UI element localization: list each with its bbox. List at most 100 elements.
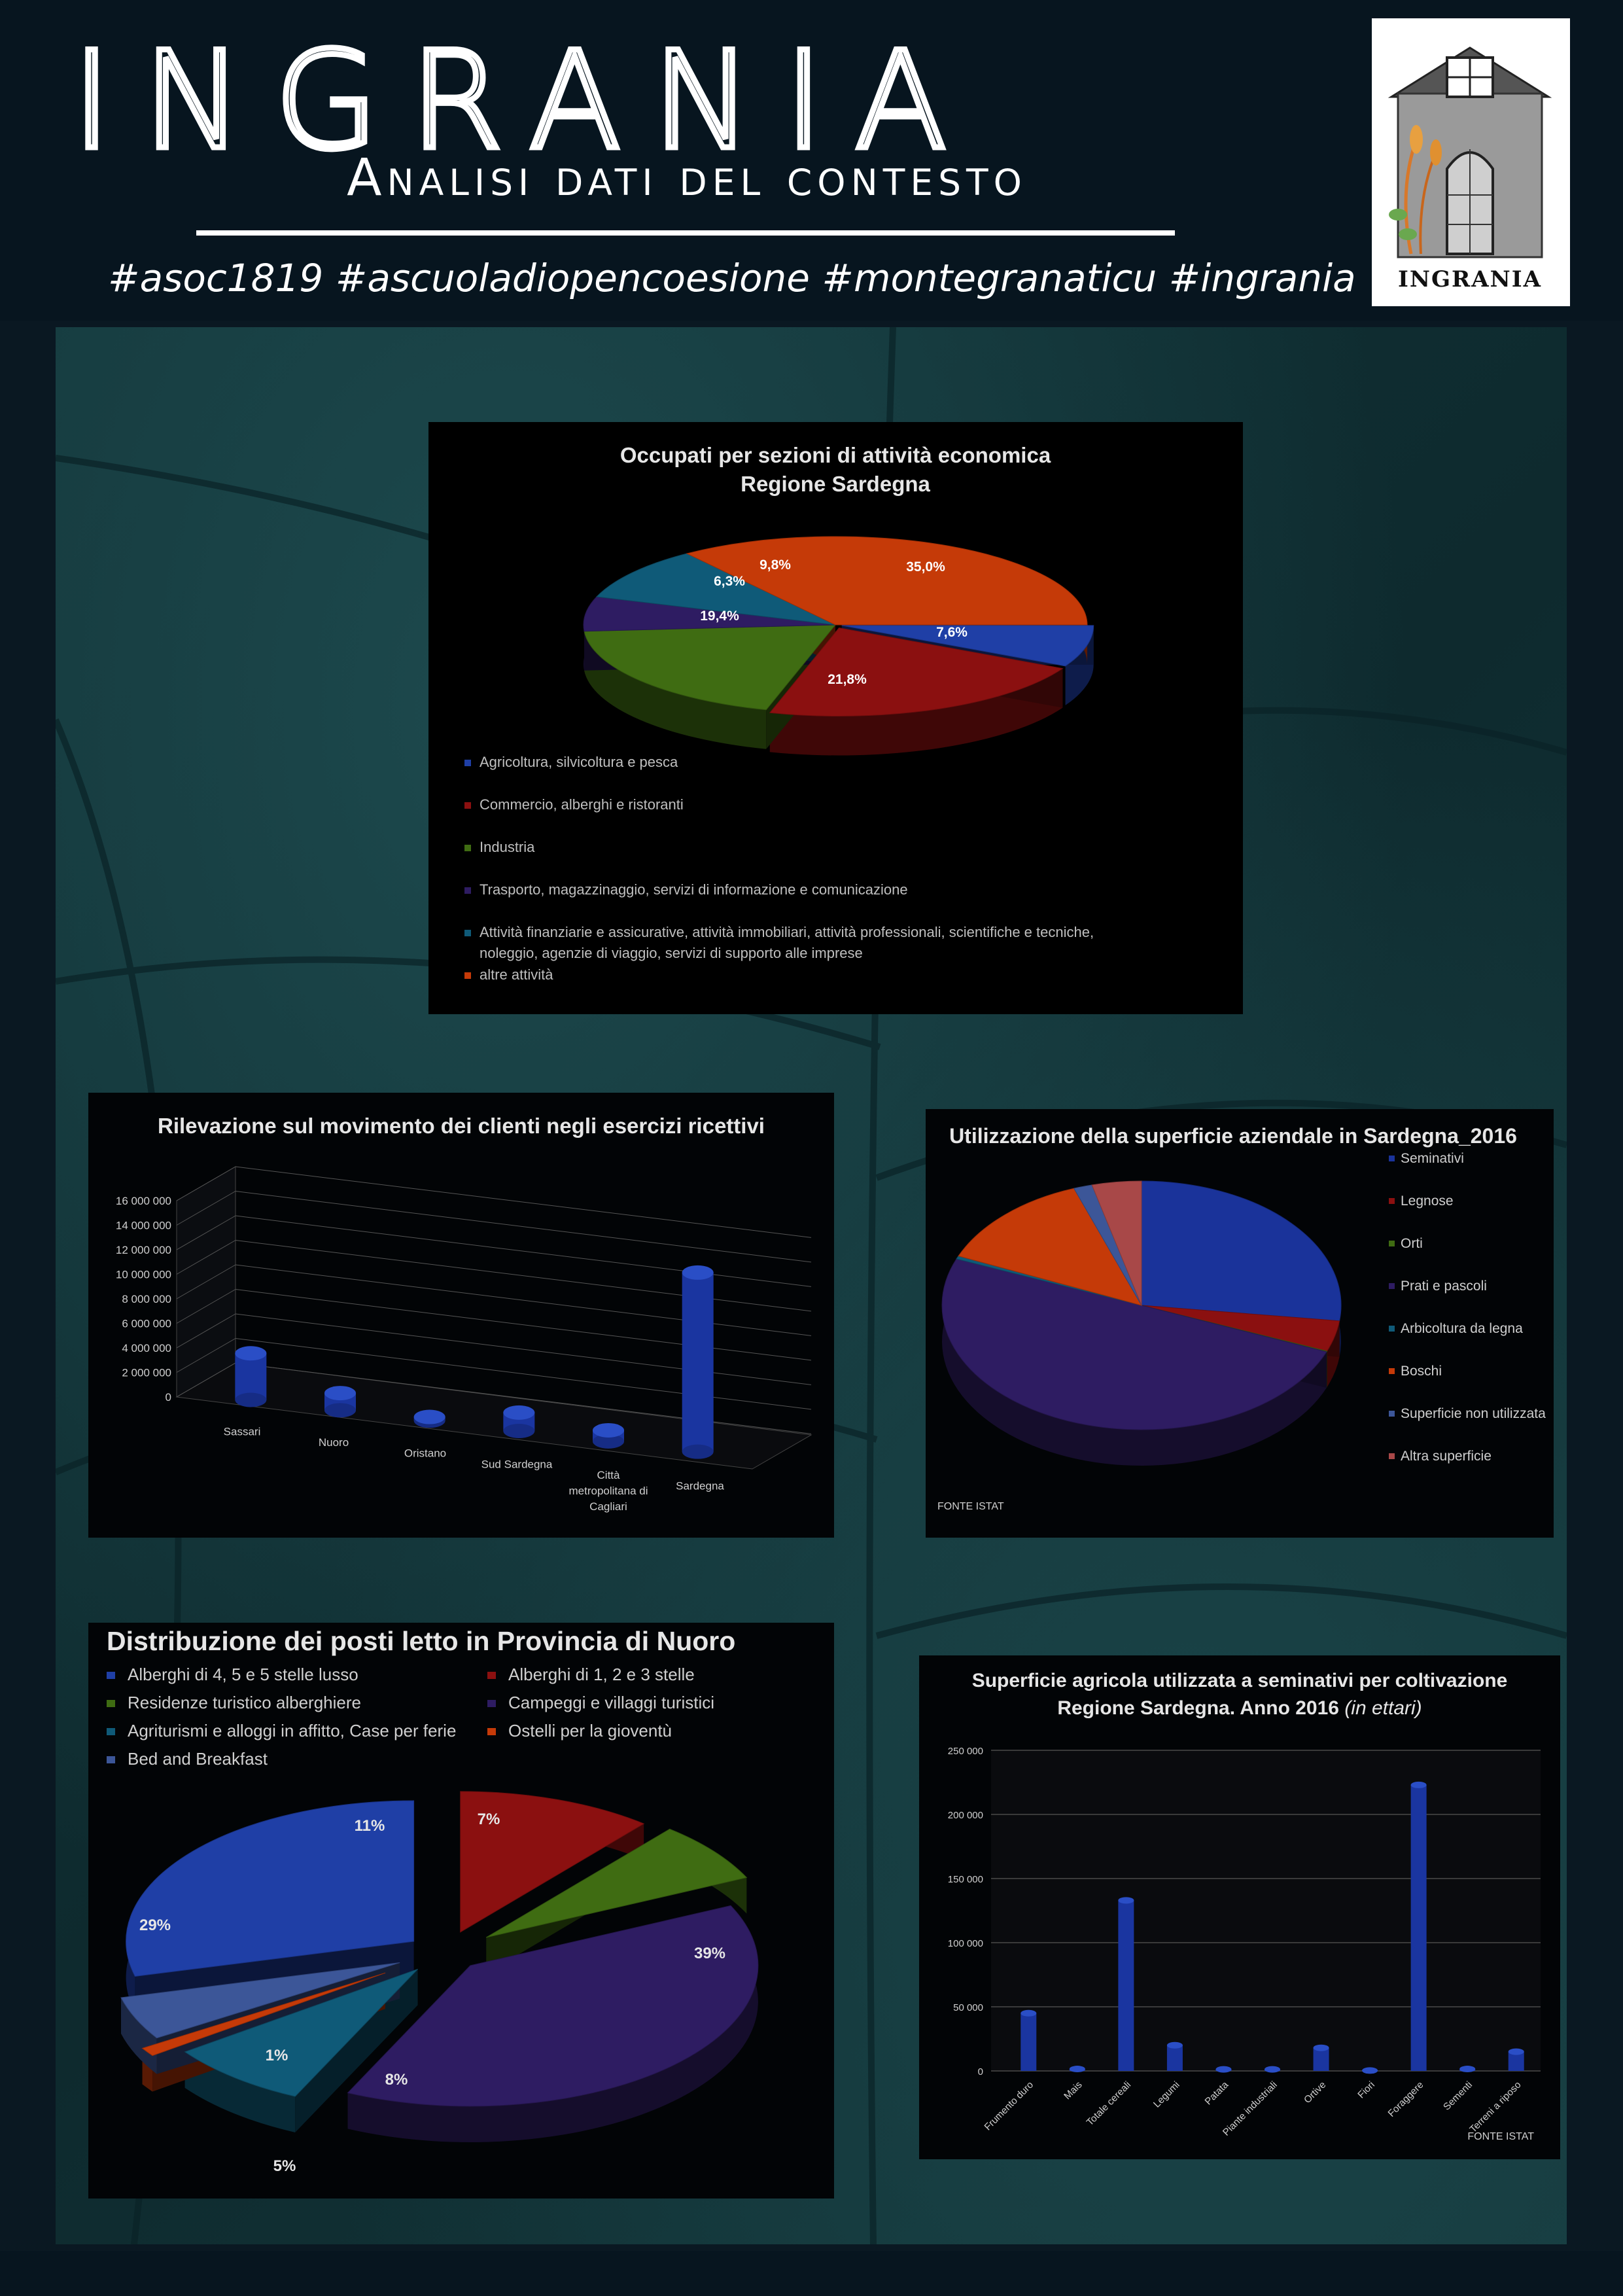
data-label-2: 19,4% — [700, 609, 739, 624]
occupati-slice-0 — [841, 625, 1094, 667]
occupati-slice-side-2 — [584, 631, 767, 749]
logo-text: INGRANIA — [1398, 266, 1542, 292]
chart-superficie: Utilizzazione della superficie aziendale… — [937, 1124, 1546, 1512]
house-logo-icon: INGRANIA — [1387, 46, 1552, 292]
legend-swatch-1 — [1389, 1198, 1395, 1204]
x-tick-4-2: Cagliari — [589, 1500, 627, 1513]
chart-title: Utilizzazione della superficie aziendale… — [949, 1124, 1517, 1148]
posti-slice-4 — [184, 1969, 418, 2097]
leaf-background-panel: Occupati per sezioni di attività economi… — [56, 327, 1567, 2244]
y-tick-2: 150 000 — [948, 1874, 983, 1885]
bar-top-9 — [1459, 2066, 1476, 2073]
x-tick-8: Foraggere — [1386, 2079, 1425, 2119]
posti-slice-6 — [120, 1962, 400, 2039]
grid-line-side-3 — [176, 1240, 236, 1275]
bar-6 — [1313, 2047, 1329, 2071]
bar-top-0 — [1021, 2009, 1037, 2017]
posti-pie — [120, 1791, 759, 2143]
grid-line-7 — [235, 1338, 812, 1410]
legend-swatch-7 — [1389, 1453, 1395, 1459]
data-label-3: 39% — [694, 1945, 725, 1962]
y-tick-1: 14 000 000 — [116, 1220, 171, 1232]
grid-line-side-4 — [176, 1264, 236, 1299]
y-tick-7: 2 000 000 — [122, 1367, 171, 1379]
occupati-slice-4 — [595, 553, 836, 626]
legend-swatch-4 — [107, 1728, 115, 1735]
x-tick-4: Patata — [1203, 2079, 1231, 2107]
posti-slice-wall-4 — [295, 1969, 418, 2133]
legend-swatch-5 — [487, 1728, 496, 1735]
y-tick-5: 0 — [978, 2066, 983, 2077]
bar-top-1 — [1069, 2066, 1085, 2073]
chart-subtitle-main: Regione Sardegna. Anno 2016 — [1057, 1697, 1344, 1719]
legend-label-7: Altra superficie — [1401, 1449, 1492, 1464]
bar-top-5 — [1265, 2066, 1280, 2073]
chart-subtitle: Regione Sardegna. Anno 2016 (in ettari) — [1057, 1697, 1422, 1719]
legend-label-6: Bed and Breakfast — [128, 1749, 268, 1769]
y-tick-3: 10 000 000 — [116, 1269, 171, 1281]
x-tick-3: Legumi — [1151, 2079, 1182, 2110]
superficie-pie — [941, 1180, 1342, 1466]
grid-line-side-7 — [176, 1338, 236, 1373]
source-note: FONTE ISTAT — [937, 1501, 1004, 1512]
legend-swatch-0 — [1389, 1156, 1395, 1161]
x-tick-1: Mais — [1062, 2079, 1084, 2102]
grid-line-5 — [235, 1289, 812, 1361]
chart-title: Rilevazione sul movimento dei clienti ne… — [158, 1114, 765, 1138]
legend-label-4: Agriturismi e alloggi in affitto, Case p… — [128, 1721, 456, 1740]
occupati-slice-side-0 — [1065, 625, 1094, 705]
legend-swatch-0 — [107, 1672, 115, 1679]
legend-label-3: Prati e pascoli — [1401, 1279, 1487, 1294]
legend-swatch-5 — [464, 972, 471, 979]
posti-slice-side-3 — [347, 1905, 758, 2143]
posti-slice-0 — [126, 1800, 415, 1977]
legend-swatch-2 — [464, 845, 471, 851]
legend-label-4: Attività finanziarie e assicurative, att… — [480, 924, 1094, 940]
x-tick-7: Fiori — [1355, 2079, 1377, 2101]
y-tick-1: 200 000 — [948, 1810, 983, 1821]
x-tick-0: Sassari — [224, 1425, 261, 1438]
legend-label-1: Legnose — [1401, 1193, 1454, 1209]
posti-slice-side-6 — [120, 1998, 157, 2074]
superficie-slice-side-3 — [942, 1258, 1327, 1466]
data-label-0: 29% — [139, 1916, 171, 1934]
y-tick-0: 16 000 000 — [116, 1195, 171, 1207]
legend-label-5: altre attività — [480, 966, 553, 983]
legend-swatch-1 — [487, 1672, 496, 1679]
data-label-6: 5% — [273, 2157, 296, 2175]
bar-3 — [1166, 2045, 1183, 2071]
posti-slice-5 — [141, 1972, 386, 2057]
y-tick-6: 4 000 000 — [122, 1342, 171, 1354]
legend-label-6: Superficie non utilizzata — [1401, 1406, 1546, 1421]
chart-movimento-card: Rilevazione sul movimento dei clienti ne… — [88, 1093, 834, 1538]
chart-subtitle-unit: (in ettari) — [1344, 1697, 1422, 1719]
data-label-4: 8% — [385, 2071, 408, 2089]
grid-line-1 — [235, 1191, 812, 1263]
bar-top-4 — [1215, 2066, 1232, 2073]
page-subtitle: Analisi dati del contesto — [347, 149, 1027, 207]
posti-slice-3 — [347, 1905, 759, 2107]
x-tick-1: Nuoro — [319, 1436, 349, 1449]
chart-occupati: Occupati per sezioni di attività economi… — [464, 443, 1094, 983]
legend-swatch-6 — [1389, 1411, 1395, 1417]
bar-top-5 — [682, 1265, 714, 1280]
bar-8 — [1410, 1784, 1427, 2071]
legend-swatch-3 — [1389, 1283, 1395, 1289]
posti-slice-1 — [460, 1791, 645, 1933]
superficie-slice-3 — [941, 1258, 1327, 1430]
x-tick-9: Sementi — [1441, 2079, 1475, 2113]
bar-base-4 — [593, 1434, 624, 1449]
bar-top-7 — [1362, 2067, 1378, 2074]
grid-line-6 — [235, 1313, 812, 1385]
bar-0 — [235, 1353, 267, 1400]
grid-line-side-2 — [176, 1215, 236, 1250]
grid-line-side-8 — [176, 1362, 236, 1398]
bar-5 — [682, 1272, 714, 1452]
y-tick-4: 8 000 000 — [122, 1293, 171, 1305]
superficie-slice-0 — [1141, 1180, 1342, 1322]
chart-title: Distribuzione dei posti letto in Provinc… — [107, 1626, 735, 1656]
bar-top-3 — [1166, 2041, 1183, 2049]
grid-line-0 — [235, 1166, 812, 1238]
bar-top-1 — [324, 1386, 356, 1401]
legend-label-1: Commercio, alberghi e ristoranti — [480, 796, 684, 813]
